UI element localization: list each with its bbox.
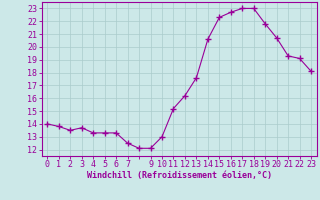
X-axis label: Windchill (Refroidissement éolien,°C): Windchill (Refroidissement éolien,°C) bbox=[87, 171, 272, 180]
